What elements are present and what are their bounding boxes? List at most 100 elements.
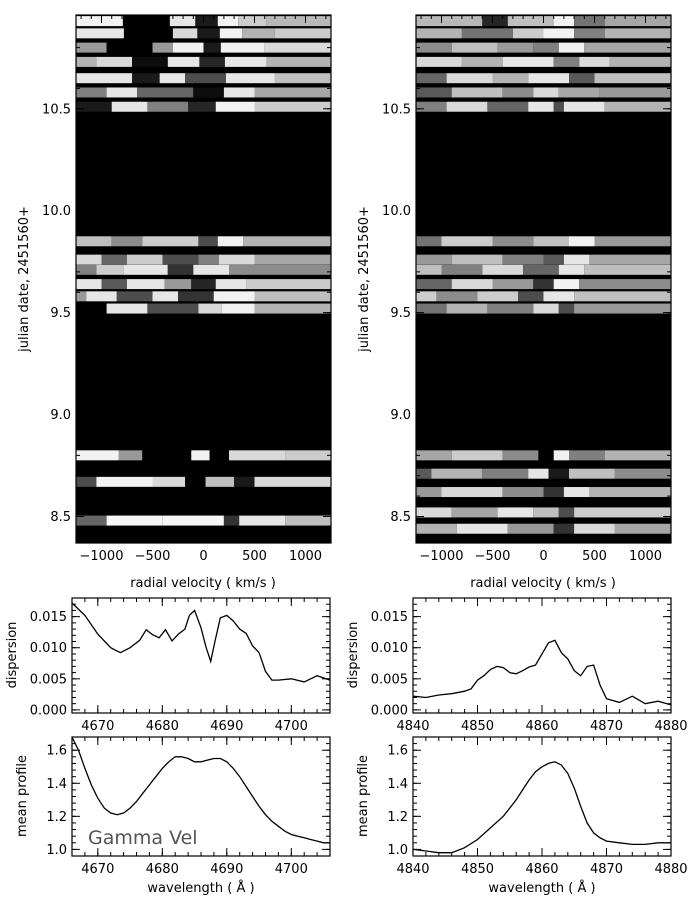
trailed-spectra-right-axes: −1000 −500 0 500 1000 8.5 9.0 9.5 10.0 10.5 (382, 15, 671, 564)
trailed-spectra-left-spectrum-cell (127, 279, 165, 290)
trailed-spectra-left-spectrum-cell (118, 450, 143, 461)
trailed-spectra-right-spectrum-cell (553, 450, 569, 461)
trailed-spectra-left-spectrum-cell (76, 42, 107, 53)
trailed-spectra-right-spectrum-cell (574, 303, 671, 314)
trailed-spectra-left-panel: −1000 −500 0 500 1000 8.5 9.0 9.5 10.0 10.5 radia… (17, 14, 332, 591)
trailed-spectra-left-xtick-label: 0 (199, 549, 207, 564)
trailed-spectra-left-spectrum-cell (172, 42, 204, 53)
trailed-spectra-left-spectrum-cell (185, 476, 206, 487)
trailed-spectra-right-spectrum-cell (543, 28, 575, 39)
trailed-spectra-right-spectrum-cell (533, 87, 559, 98)
mean-profile-left-ytick-label: 1.4 (46, 777, 67, 792)
trailed-spectra-right-ytick-label: 10.0 (382, 204, 411, 219)
trailed-spectra-left-spectrum-cell (229, 264, 331, 275)
mean-profile-left-xtick-label: 4700 (275, 862, 308, 877)
mean-profile-left-xtick-label: 4680 (146, 862, 179, 877)
trailed-spectra-left-spectrum-cell (167, 264, 194, 275)
trailed-spectra-left-xtick-label: −500 (135, 549, 171, 564)
trailed-spectra-right-spectrum-cell (574, 507, 671, 518)
trailed-spectra-right-rows (416, 15, 671, 543)
trailed-spectra-left-spectrum-cell (132, 56, 168, 67)
trailed-spectra-left-spectrum-cell (76, 28, 124, 39)
trailed-spectra-right-spectrum-cell (477, 291, 518, 302)
trailed-spectra-left-spectrum-cell (191, 450, 210, 461)
dispersion-right-xtick-label: 4870 (590, 719, 623, 734)
trailed-spectra-left-spectrum-cell (86, 291, 117, 302)
trailed-spectra-right-spectrum-cell (416, 56, 462, 67)
trailed-spectra-right-xtick-label: 500 (582, 549, 607, 564)
trailed-spectra-left-spectrum-cell (199, 56, 225, 67)
trailed-spectra-right-spectrum-cell (416, 279, 452, 290)
trailed-spectra-right-spectrum-cell (604, 28, 671, 39)
trailed-spectra-right-spectrum-cell (543, 291, 575, 302)
trailed-spectra-right-spectrum-cell (451, 254, 503, 265)
mean-profile-right-axes: 4840 4850 4860 4870 4880 1.0 1.2 1.4 1.6 (387, 736, 688, 877)
trailed-spectra-right-spectrum-cell (574, 28, 605, 39)
mean-profile-left-xtick-label: 4670 (81, 862, 114, 877)
trailed-spectra-left-spectrum-cell (209, 450, 229, 461)
trailed-spectra-left-spectrum-cell (195, 16, 218, 27)
trailed-spectra-right-spectrum-cell (451, 87, 503, 98)
trailed-spectra-left-axes: −1000 −500 0 500 1000 8.5 9.0 9.5 10.0 10.5 (42, 15, 331, 564)
trailed-spectra-left-spectrum-cell (76, 264, 97, 275)
trailed-spectra-left-spectrum-cell (191, 279, 216, 290)
trailed-spectra-left-spectrum-cell (137, 87, 194, 98)
mean-profile-right-xtick-label: 4860 (525, 862, 558, 877)
mean-profile-right-curve (412, 761, 671, 854)
trailed-spectra-right-xtick-label: −1000 (420, 549, 464, 564)
trailed-spectra-left-spectrum-cell (169, 16, 196, 27)
trailed-spectra-right-spectrum-cell (533, 42, 559, 53)
trailed-spectra-left-spectrum-cell (285, 450, 331, 461)
dispersion-right-ytick-label: 0.010 (371, 641, 408, 656)
trailed-spectra-left-xtick-label: 500 (242, 549, 267, 564)
trailed-spectra-left-spectrum-cell (123, 264, 168, 275)
trailed-spectra-right-spectrum-cell (507, 16, 554, 27)
trailed-spectra-right-spectrum-cell (446, 101, 488, 112)
trailed-spectra-left-ytick-label: 9.0 (50, 408, 71, 423)
trailed-spectra-right-spectrum-cell (461, 56, 503, 67)
trailed-spectra-right-spectrum-cell (563, 101, 605, 112)
trailed-spectra-right-spectrum-cell (416, 507, 452, 518)
trailed-spectra-left-spectrum-cell (76, 16, 123, 27)
trailed-spectra-left-spectrum-cell (219, 28, 243, 39)
trailed-spectra-right-spectrum-cell (589, 254, 671, 265)
trailed-spectra-right-spectrum-cell (528, 101, 554, 112)
trailed-spectra-right-spectrum-cell (518, 291, 544, 302)
mean-profile-left-panel: 4670 4680 4690 4700 1.0 1.2 1.4 1.6 Gamma Vel w… (15, 736, 331, 896)
trailed-spectra-left-spectrum-cell (101, 279, 127, 290)
trailed-spectra-left-spectrum-cell (243, 236, 331, 247)
dispersion-left-xtick-label: 4700 (275, 719, 308, 734)
trailed-spectra-right-spectrum-cell (482, 468, 529, 479)
trailed-spectra-right-spectrum-cell (584, 42, 671, 53)
dispersion-right-xtick-label: 4860 (525, 719, 558, 734)
star-name-annotation: Gamma Vel (88, 827, 198, 849)
trailed-spectra-left-spectrum-cell (218, 254, 255, 265)
trailed-spectra-right-spectrum-cell (548, 468, 569, 479)
trailed-spectra-right-spectrum-cell (416, 264, 442, 275)
trailed-spectra-left-spectrum-cell (254, 476, 331, 487)
trailed-spectra-left-spectrum-cell (111, 236, 143, 247)
trailed-spectra-right-spectrum-cell (579, 279, 671, 290)
trailed-spectra-left-spectrum-cell (234, 476, 255, 487)
trailed-spectra-right-spectrum-cell (569, 236, 595, 247)
dispersion-right-panel: 4840 4850 4860 4870 4880 0.000 0.005 0.010 0.015… (346, 597, 688, 734)
trailed-spectra-right-spectrum-cell (543, 487, 564, 498)
trailed-spectra-right-spectrum-cell (563, 254, 590, 265)
dispersion-left-ytick-label: 0.015 (30, 610, 67, 625)
trailed-spectra-right-spectrum-cell (451, 42, 498, 53)
trailed-spectra-left-spectrum-cell (198, 303, 222, 314)
dispersion-left-frame (71, 597, 331, 714)
trailed-spectra-right-xlabel: radial velocity ( km/s ) (470, 576, 616, 591)
dispersion-right-ylabel: dispersion (346, 622, 361, 689)
trailed-spectra-left-spectrum-cell (264, 42, 331, 53)
trailed-spectra-right-xtick-label: −500 (475, 549, 511, 564)
trailed-spectra-right-spectrum-cell (497, 507, 534, 518)
trailed-spectra-right-spectrum-cell (482, 16, 508, 27)
trailed-spectra-right-spectrum-cell (446, 303, 488, 314)
trailed-spectra-right-spectrum-cell (512, 28, 544, 39)
trailed-spectra-left-spectrum-cell (76, 101, 112, 112)
trailed-spectra-left-spectrum-cell (221, 303, 255, 314)
trailed-spectra-right-spectrum-cell (451, 507, 498, 518)
trailed-spectra-left-spectrum-cell (198, 236, 218, 247)
trailed-spectra-right-spectrum-cell (553, 279, 580, 290)
